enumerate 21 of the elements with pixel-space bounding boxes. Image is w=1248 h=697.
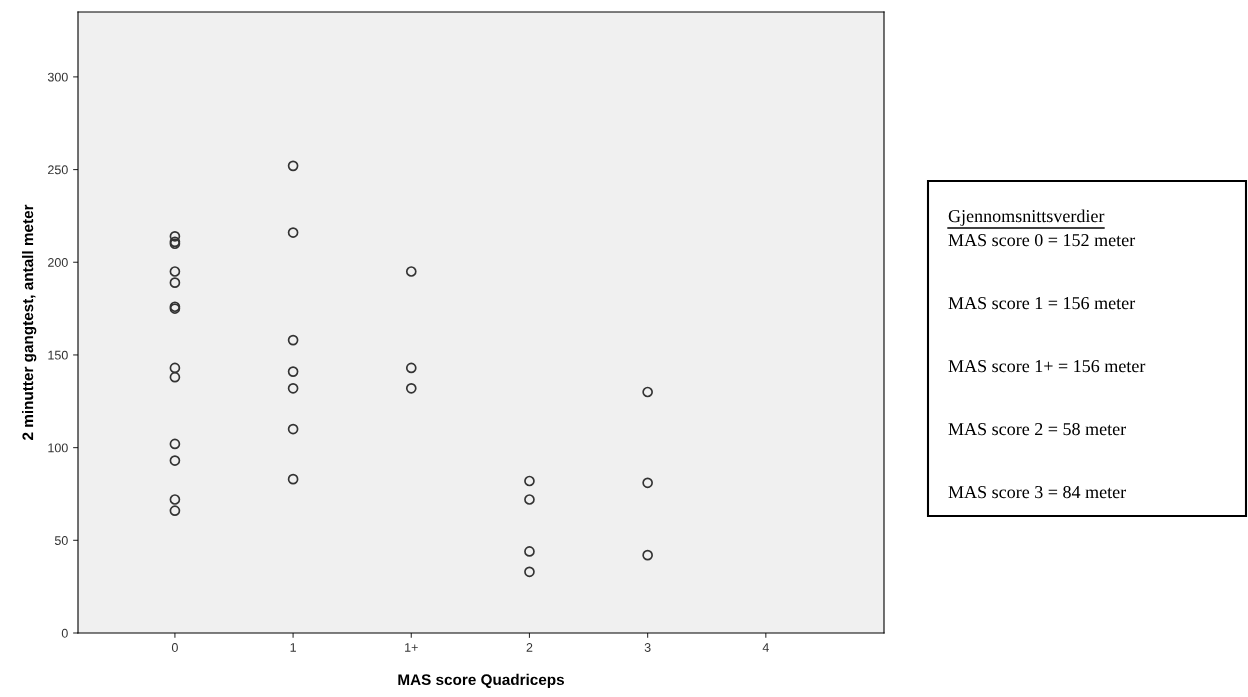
text: MAS score 2 = 58 meter (948, 422, 1127, 436)
y-tick-label: 250 (48, 165, 68, 175)
text: MAS score 1 = 156 meter (948, 297, 1136, 310)
y-tick-label: 100 (48, 443, 68, 453)
x-tick-label: 4 (762, 643, 769, 652)
y-tick-label: 300 (47, 72, 68, 82)
x-tick-label: 2 (526, 643, 533, 652)
x-tick-label: 1+ (405, 643, 418, 652)
text: MAS score 3 = 84 meter (948, 485, 1127, 499)
y-tick-label: 0 (61, 628, 68, 638)
text: MAS score 0 = 152 meter (948, 233, 1136, 247)
y-tick-label: 50 (54, 536, 68, 545)
text: Gjennomsnittsverdier (948, 209, 1105, 226)
x-tick-label: 1 (290, 643, 296, 652)
y-axis-title: 2 minutter gangtest, antall meter (22, 204, 37, 440)
y-tick-label: 150 (48, 350, 68, 360)
x-axis-title: MAS score Quadriceps (398, 673, 565, 689)
y-tick-label: 200 (48, 258, 68, 267)
text: MAS score 1+ = 156 meter (948, 360, 1146, 373)
x-tick-label: 0 (171, 643, 178, 652)
x-tick-label: 3 (644, 643, 651, 652)
